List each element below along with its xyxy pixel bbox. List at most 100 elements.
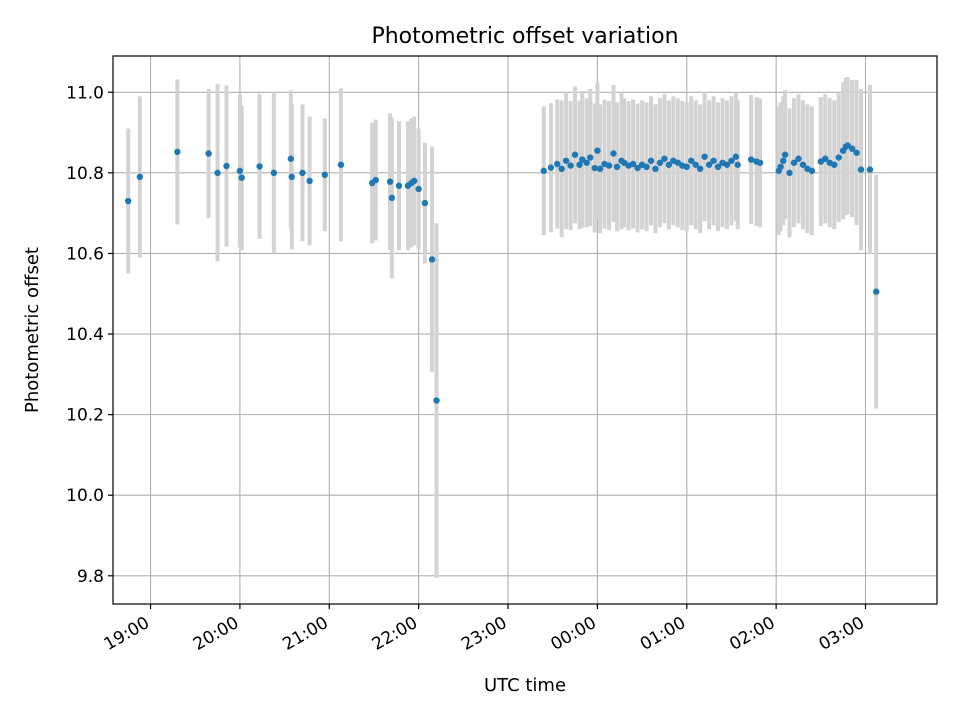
data-point: [777, 163, 784, 171]
data-point: [652, 165, 659, 173]
data-point: [605, 162, 613, 169]
x-tick-label: 03:00: [816, 613, 868, 655]
data-point: [583, 159, 590, 166]
data-point: [553, 160, 561, 168]
data-point: [214, 169, 221, 177]
data-point: [734, 161, 741, 168]
data-point: [288, 173, 295, 181]
data-point: [591, 164, 598, 172]
plot-frame: [112, 55, 938, 605]
data-point: [567, 162, 574, 169]
data-point: [576, 161, 583, 168]
data-point: [372, 176, 379, 184]
data-point: [692, 161, 699, 168]
data-point: [714, 163, 722, 171]
data-point: [433, 397, 440, 404]
data-point: [238, 174, 245, 181]
data-point: [256, 163, 263, 170]
data-point: [844, 142, 851, 149]
data-point: [270, 169, 278, 177]
data-point: [594, 147, 601, 154]
data-point: [643, 163, 650, 171]
data-point: [410, 177, 418, 185]
data-point: [205, 150, 212, 157]
x-tick-label: 01:00: [637, 613, 689, 655]
data-point: [857, 166, 865, 173]
chart-title: Photometric offset variation: [371, 24, 678, 49]
y-axis-label: Photometric offset: [22, 247, 43, 413]
data-point: [421, 199, 429, 207]
data-point: [728, 157, 735, 164]
data-point: [395, 182, 403, 189]
x-tick-label: 21:00: [279, 613, 331, 655]
data-point: [780, 157, 787, 164]
data-point: [696, 165, 704, 173]
data-point: [287, 155, 295, 162]
x-tick-label: 20:00: [190, 613, 242, 655]
data-point: [705, 161, 713, 168]
data-point: [710, 157, 717, 164]
y-axis-ticks: 9.8 10.0 10.2 10.4 10.6 10.8 11.0: [66, 83, 113, 587]
y-tick-label: 10.0: [66, 486, 104, 506]
data-point: [562, 157, 570, 164]
y-tick-label: 10.6: [66, 244, 104, 264]
data-point: [610, 150, 617, 157]
data-point: [732, 153, 740, 160]
data-point: [747, 156, 755, 163]
data-point: [835, 154, 842, 161]
data-point: [822, 155, 829, 162]
data-point: [223, 162, 230, 170]
data-point: [661, 155, 668, 162]
data-point: [136, 173, 144, 181]
data-point: [848, 145, 856, 152]
data-point: [634, 164, 641, 172]
x-axis-ticks: 19:00 20:00 21:00 22:00 23:00 00:00 01:00 02:00…: [101, 604, 868, 655]
data-point: [388, 194, 396, 202]
data-point: [547, 164, 555, 171]
data-point: [571, 151, 579, 158]
data-point: [558, 165, 565, 173]
x-tick-label: 00:00: [547, 613, 599, 655]
x-tick-label: 22:00: [369, 613, 421, 655]
data-point: [386, 178, 394, 185]
data-point: [799, 161, 807, 168]
data-point: [853, 149, 860, 156]
x-tick-label: 23:00: [458, 613, 510, 655]
data-point: [831, 161, 838, 168]
data-point: [587, 154, 594, 161]
data-point: [786, 169, 793, 177]
data-point: [415, 185, 422, 193]
data-point: [124, 197, 132, 205]
data-point: [688, 157, 695, 164]
data-point: [174, 148, 181, 156]
y-tick-label: 9.8: [77, 567, 104, 587]
data-point: [613, 163, 621, 171]
x-tick-label: 02:00: [726, 613, 778, 655]
data-point: [596, 165, 604, 173]
data-point: [428, 256, 436, 263]
data-point: [795, 155, 802, 162]
data-point: [781, 151, 789, 158]
data-point: [723, 161, 731, 168]
data-point: [629, 160, 637, 168]
data-point: [337, 161, 345, 168]
x-axis-label: UTC time: [484, 675, 566, 696]
data-point: [647, 157, 655, 164]
data-point: [873, 288, 880, 295]
data-point: [299, 169, 306, 177]
data-point: [540, 167, 547, 175]
data-point: [701, 153, 708, 160]
data-point: [236, 167, 244, 175]
y-tick-label: 10.8: [66, 164, 104, 184]
data-point: [790, 159, 798, 166]
data-point: [578, 156, 586, 163]
data-point: [665, 161, 673, 168]
y-tick-label: 11.0: [66, 83, 104, 103]
data-points: [124, 142, 880, 404]
data-point: [321, 171, 329, 179]
y-tick-label: 10.4: [66, 325, 104, 345]
data-point: [756, 159, 764, 166]
data-point: [866, 166, 874, 173]
data-point: [306, 177, 313, 185]
